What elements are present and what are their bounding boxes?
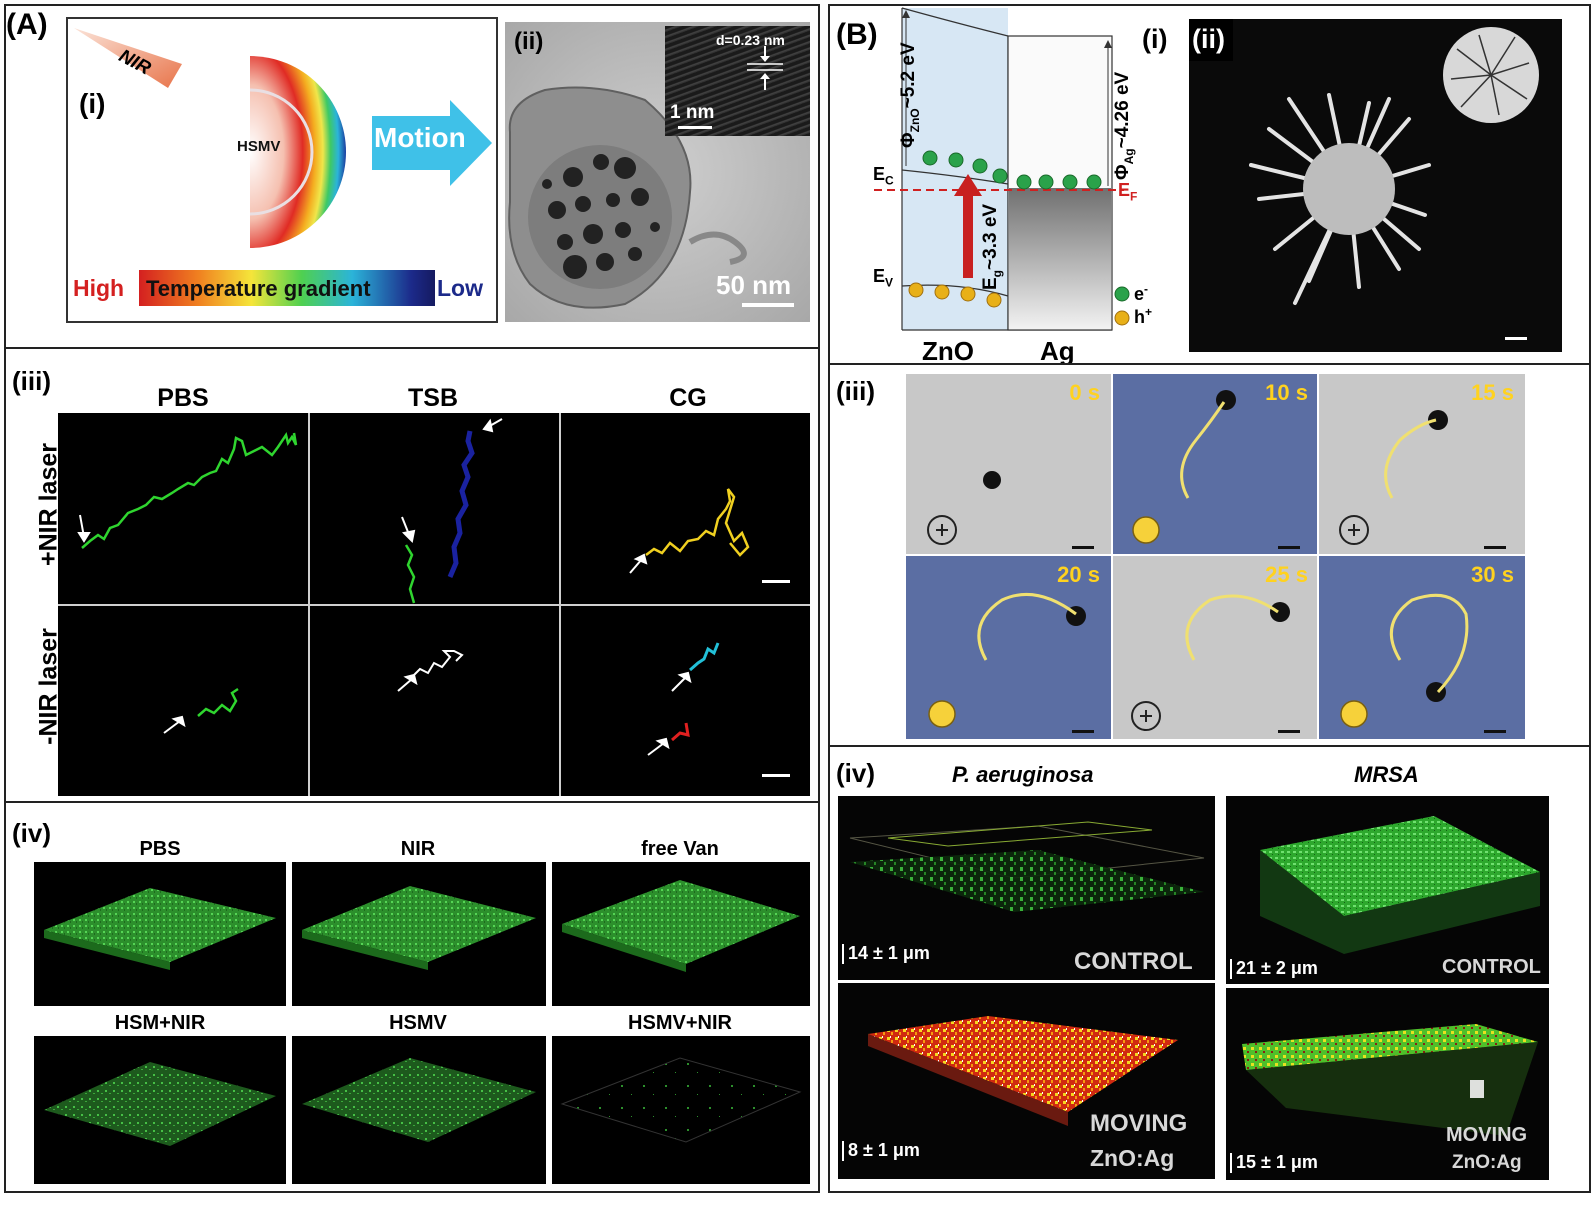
phi-ag-label: ΦAg~4.26 eV — [1112, 71, 1136, 180]
trajectory-cg-no-nir-red — [671, 722, 690, 742]
column-header-pbs: PBS — [157, 384, 209, 412]
d-spacing-label: d=0.23 nm — [716, 32, 785, 48]
hsmv-particle — [249, 56, 346, 248]
nir-beam — [74, 28, 182, 88]
ef-label: EF — [1118, 180, 1138, 204]
trajectory-tsb-nir-green — [404, 544, 416, 604]
condition-sub-mrsa-moving: ZnO:Ag — [1452, 1152, 1522, 1173]
arrow-icon — [77, 418, 692, 756]
species-label-mrsa: MRSA — [1354, 762, 1419, 787]
ev-label: EV — [873, 266, 894, 290]
time-label-0s: 0 s — [1069, 380, 1100, 405]
lightbulb-on-icon — [928, 516, 1368, 728]
thickness-label-pa-moving: 8 ± 1 μm — [842, 1140, 920, 1162]
time-label-10s: 10 s — [1265, 380, 1308, 405]
tracking-trajectories — [77, 418, 750, 756]
temperature-gradient-bar — [139, 270, 435, 306]
sem-label-box — [1189, 19, 1233, 61]
thickness-label-mrsa-control: 21 ± 2 μm — [1230, 958, 1318, 980]
condition-label-mrsa-moving: MOVING — [1446, 1124, 1528, 1146]
condition-label-pa-moving: MOVING — [1090, 1110, 1188, 1137]
ec-label: EC — [873, 164, 894, 188]
tem-scale-label: 50 nm — [716, 270, 792, 300]
zno-label: ZnO — [922, 336, 974, 366]
time-label-20s: 20 s — [1057, 562, 1100, 587]
timelapse-overlay — [927, 390, 1506, 733]
micromotor-particle — [983, 390, 1448, 702]
biofilm-label-pbs: PBS — [139, 838, 181, 860]
condition-label-mrsa-control: CONTROL — [1442, 956, 1541, 978]
timelapse-frame-25s — [1113, 556, 1317, 739]
gradient-high-label: High — [73, 275, 125, 301]
biofilm-label-nir: NIR — [400, 838, 436, 860]
panel-b-label: (B) — [836, 18, 878, 51]
thickness-marker — [842, 1141, 844, 1162]
timelapse-frame-0s — [906, 374, 1111, 554]
column-header-tsb: TSB — [408, 384, 458, 412]
thickness-label-mrsa-moving: 15 ± 1 μm — [1230, 1152, 1318, 1174]
lattice-spacing-marker — [747, 46, 783, 90]
tracking-scale-bar-bottom — [762, 774, 790, 777]
condition-label-pa-control: CONTROL — [1074, 948, 1193, 975]
gradient-text: Temperature gradient — [146, 276, 371, 301]
trajectory-pbs-nir — [81, 431, 298, 549]
thickness-marker — [1230, 959, 1232, 980]
tem-scale-bar — [742, 303, 794, 307]
subpanel-a-iv-label: (iv) — [12, 818, 51, 848]
lightbulb-off-icon — [927, 515, 1369, 731]
sem-nanostructure — [1249, 27, 1539, 340]
biofilm-slabs — [44, 880, 802, 1146]
time-label-25s: 25 s — [1265, 562, 1308, 587]
panel-a-label: (A) — [6, 8, 48, 41]
electron-legend: e- — [1134, 282, 1149, 304]
thickness-label-pa-control: 14 ± 1 μm — [842, 943, 930, 965]
subpanel-b-iv-label: (iv) — [836, 758, 875, 788]
subpanel-a-ii-label: (ii) — [514, 28, 544, 55]
motion-label: Motion — [374, 122, 466, 153]
subpanel-b-iii-label: (iii) — [836, 376, 875, 406]
hole-legend: h+ — [1134, 305, 1153, 327]
trajectory-tsb-nir-blue — [447, 430, 475, 578]
subpanel-a-iii-label: (iii) — [12, 366, 51, 396]
sem-image — [1189, 19, 1562, 352]
grid-divider-h — [58, 604, 810, 606]
species-label-p-aeruginosa: P. aeruginosa — [952, 762, 1094, 787]
eg-label: Eg~3.3 eV — [980, 203, 1004, 290]
biofilm-label-hsmv-nir: HSMV+NIR — [628, 1012, 732, 1034]
condition-sub-pa-moving: ZnO:Ag — [1090, 1145, 1175, 1171]
column-header-cg: CG — [669, 384, 707, 412]
band-diagram — [874, 7, 1130, 331]
inset-scale-label: 1 nm — [670, 102, 715, 123]
subpanel-b-ii-label: (ii) — [1192, 24, 1225, 54]
time-label-30s: 30 s — [1471, 562, 1514, 587]
inset-scale-bar — [678, 126, 712, 129]
tem-content — [505, 22, 810, 322]
trajectory-cg-nir — [645, 488, 750, 557]
trajectory-tsb-no-nir — [413, 650, 464, 676]
trajectory-pbs-no-nir — [197, 687, 239, 717]
tracking-scale-bar-top — [762, 580, 790, 583]
biofilm-label-hsmv: HSMV — [389, 1012, 447, 1034]
gradient-low-label: Low — [437, 275, 483, 301]
subpanel-b-i-label: (i) — [1142, 24, 1168, 54]
hrtem-inset — [665, 26, 810, 136]
ag-label: Ag — [1040, 336, 1075, 366]
phi-zno-label: ΦZnO~5.2 eV — [898, 42, 922, 148]
motion-arrow — [372, 100, 492, 186]
hsmv-label: HSMV — [237, 138, 281, 155]
thickness-marker — [842, 944, 844, 965]
trajectory-cg-no-nir-cyan — [689, 642, 720, 672]
subpanel-a-i-label: (i) — [79, 88, 106, 119]
thickness-marker — [1230, 1153, 1232, 1174]
biofilm-3d-renders — [849, 816, 1540, 1136]
biofilm-label-free-van: free Van — [641, 838, 719, 860]
biofilm-label-hsm-nir: HSM+NIR — [114, 1012, 206, 1034]
time-label-15s: 15 s — [1471, 380, 1514, 405]
